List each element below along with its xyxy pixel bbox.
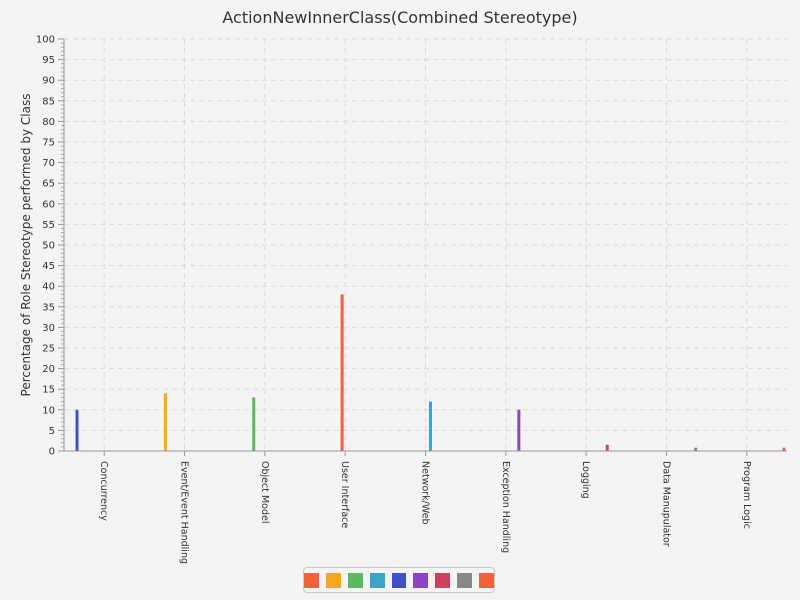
bar <box>252 397 256 451</box>
y-tick-label: 5 <box>49 426 55 437</box>
bar <box>428 401 432 451</box>
legend-swatch <box>479 572 495 588</box>
chart-title: ActionNewInnerClass(Combined Stereotype) <box>222 8 577 27</box>
x-tick-label: Program Logic <box>741 461 752 529</box>
y-tick-label: 100 <box>36 35 55 46</box>
grid <box>64 38 787 451</box>
bar <box>694 447 698 451</box>
y-tick-label: 30 <box>42 323 55 334</box>
y-tick-label: 60 <box>42 199 55 210</box>
x-tick-label: User Interface <box>339 461 350 528</box>
y-tick-label: 70 <box>42 158 55 169</box>
bar <box>782 447 786 451</box>
x-axis: Concurrency Event/Event Handling Object Mo… <box>64 450 787 564</box>
y-tick-label: 85 <box>42 96 55 107</box>
y-tick-label: 0 <box>49 447 55 458</box>
y-tick-label: 65 <box>42 179 55 190</box>
bar <box>163 393 167 451</box>
bars <box>75 294 786 451</box>
x-tick-label: Concurrency <box>98 461 109 521</box>
legend-swatch <box>369 572 385 588</box>
x-tick-label: Event/Event Handling <box>179 461 190 564</box>
bar <box>605 444 609 451</box>
y-tick-label: 15 <box>42 385 55 396</box>
y-tick-label: 75 <box>42 138 55 149</box>
y-tick-label: 80 <box>42 117 55 128</box>
legend-swatch <box>391 572 407 588</box>
y-tick-label: 90 <box>42 76 55 87</box>
x-tick-label: Object Model <box>259 461 270 523</box>
y-tick-label: 45 <box>42 261 55 272</box>
y-tick-label: 20 <box>42 364 55 375</box>
bar <box>75 409 79 451</box>
bar <box>340 294 344 451</box>
y-axis-label: Percentage of Role Stereotype performed … <box>19 94 33 397</box>
x-tick-label: Data Manupulator <box>661 461 672 547</box>
legend-swatch <box>413 572 429 588</box>
bar <box>517 409 521 451</box>
y-tick-label: 50 <box>42 241 55 252</box>
legend-swatch <box>304 572 319 588</box>
x-tick-label: Logging <box>580 461 591 499</box>
y-tick-label: 95 <box>42 55 55 66</box>
y-tick-label: 40 <box>42 282 55 293</box>
legend-swatch <box>347 572 363 588</box>
legend-swatch <box>457 572 473 588</box>
legend-swatch <box>325 572 341 588</box>
legend <box>303 567 495 593</box>
y-tick-label: 25 <box>42 344 55 355</box>
y-tick-label: 35 <box>42 302 55 313</box>
legend-swatch <box>435 572 451 588</box>
y-tick-label: 10 <box>42 405 55 416</box>
y-tick-label: 55 <box>42 220 55 231</box>
y-axis: 0 5 10 15 20 25 30 35 40 45 50 55 60 65 70 75 80 85 90 95 10… <box>36 35 65 458</box>
x-tick-label: Network/Web <box>420 461 431 525</box>
x-tick-label: Exception Handling <box>500 461 511 553</box>
